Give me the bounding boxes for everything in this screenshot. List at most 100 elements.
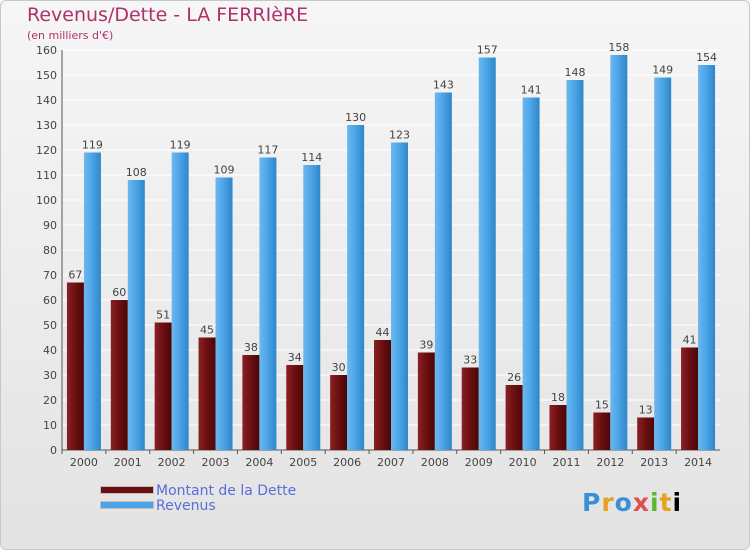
- data-label-dette: 44: [376, 326, 390, 339]
- bar-dette: [110, 300, 128, 450]
- data-label-dette: 26: [507, 371, 521, 384]
- y-tick-label: 160: [36, 44, 57, 57]
- data-label-dette: 15: [595, 399, 609, 412]
- y-tick-label: 10: [43, 419, 57, 432]
- legend-label-revenus: Revenus: [156, 498, 216, 514]
- bar-revenus: [654, 77, 672, 450]
- bar-revenus: [698, 65, 716, 450]
- x-tick-label: 2014: [684, 456, 712, 469]
- bar-revenus: [303, 165, 321, 450]
- bar-revenus: [259, 157, 277, 450]
- y-tick-label: 100: [36, 194, 57, 207]
- y-tick-label: 40: [43, 344, 57, 357]
- data-label-revenus: 114: [301, 151, 322, 164]
- x-tick-label: 2012: [596, 456, 624, 469]
- x-tick-label: 2013: [640, 456, 668, 469]
- bar-revenus: [610, 55, 628, 450]
- bar-dette: [549, 405, 567, 450]
- data-label-dette: 38: [244, 341, 258, 354]
- y-tick-label: 120: [36, 144, 57, 157]
- x-tick-label: 2007: [377, 456, 405, 469]
- data-label-dette: 39: [419, 339, 433, 352]
- legend-label-dette: Montant de la Dette: [156, 483, 297, 499]
- legend-swatch-dette: [100, 486, 154, 494]
- data-label-revenus: 141: [521, 84, 542, 97]
- bar-dette: [417, 352, 435, 450]
- x-tick-label: 2002: [158, 456, 186, 469]
- x-tick-label: 2010: [509, 456, 537, 469]
- data-label-dette: 13: [639, 404, 653, 417]
- data-label-revenus: 109: [214, 164, 235, 177]
- bar-dette: [461, 367, 479, 450]
- data-label-dette: 34: [288, 351, 302, 364]
- x-tick-label: 2006: [333, 456, 361, 469]
- bar-revenus: [522, 97, 540, 450]
- data-label-revenus: 119: [170, 139, 191, 152]
- y-tick-label: 150: [36, 69, 57, 82]
- bar-dette: [286, 365, 304, 450]
- bar-revenus: [127, 180, 145, 450]
- data-label-dette: 67: [68, 269, 82, 282]
- data-label-revenus: 108: [126, 166, 147, 179]
- data-label-revenus: 119: [82, 139, 103, 152]
- y-tick-label: 30: [43, 369, 57, 382]
- x-tick-label: 2001: [114, 456, 142, 469]
- data-label-revenus: 143: [433, 79, 454, 92]
- data-label-revenus: 157: [477, 44, 498, 57]
- bar-revenus: [83, 152, 101, 450]
- data-label-dette: 18: [551, 391, 565, 404]
- bar-revenus: [566, 80, 584, 450]
- y-tick-label: 0: [50, 444, 57, 457]
- bar-revenus: [478, 57, 496, 450]
- data-label-dette: 33: [463, 354, 477, 367]
- bar-dette: [242, 355, 260, 450]
- x-tick-label: 2005: [289, 456, 317, 469]
- data-label-revenus: 154: [696, 51, 717, 64]
- bar-revenus: [434, 92, 452, 450]
- y-tick-label: 70: [43, 269, 57, 282]
- bar-dette: [505, 385, 523, 450]
- proxiti-logo: Proxiti: [582, 488, 683, 517]
- chart-title: Revenus/Dette - LA FERRIèRE: [27, 4, 309, 26]
- y-tick-label: 130: [36, 119, 57, 132]
- bar-dette: [66, 282, 84, 450]
- x-tick-label: 2003: [202, 456, 230, 469]
- bar-dette: [198, 337, 216, 450]
- bar-revenus: [171, 152, 189, 450]
- y-tick-label: 50: [43, 319, 57, 332]
- data-label-revenus: 117: [257, 144, 278, 157]
- y-tick-label: 80: [43, 244, 57, 257]
- legend-swatch-revenus: [100, 501, 154, 509]
- data-label-dette: 30: [332, 361, 346, 374]
- bar-dette: [681, 347, 699, 450]
- bar-dette: [593, 412, 611, 450]
- bar-revenus: [347, 125, 365, 450]
- x-tick-label: 2011: [552, 456, 580, 469]
- x-tick-label: 2008: [421, 456, 449, 469]
- chart-subtitle: (en milliers d'€): [27, 29, 114, 42]
- data-label-revenus: 123: [389, 129, 410, 142]
- data-label-revenus: 130: [345, 111, 366, 124]
- y-tick-label: 60: [43, 294, 57, 307]
- data-label-revenus: 149: [652, 64, 673, 77]
- bar-dette: [637, 417, 655, 450]
- x-tick-label: 2009: [465, 456, 493, 469]
- y-tick-label: 110: [36, 169, 57, 182]
- x-tick-label: 2000: [70, 456, 98, 469]
- y-tick-label: 140: [36, 94, 57, 107]
- data-label-dette: 60: [112, 286, 126, 299]
- y-tick-label: 20: [43, 394, 57, 407]
- data-label-dette: 41: [683, 334, 697, 347]
- data-label-dette: 45: [200, 324, 214, 337]
- data-label-revenus: 158: [608, 41, 629, 54]
- bar-dette: [330, 375, 348, 450]
- bar-revenus: [215, 177, 233, 450]
- x-tick-label: 2004: [245, 456, 273, 469]
- data-label-dette: 51: [156, 309, 170, 322]
- y-tick-label: 90: [43, 219, 57, 232]
- bar-dette: [154, 322, 172, 450]
- data-label-revenus: 148: [564, 66, 585, 79]
- bar-dette: [374, 340, 391, 450]
- bar-revenus: [391, 142, 408, 450]
